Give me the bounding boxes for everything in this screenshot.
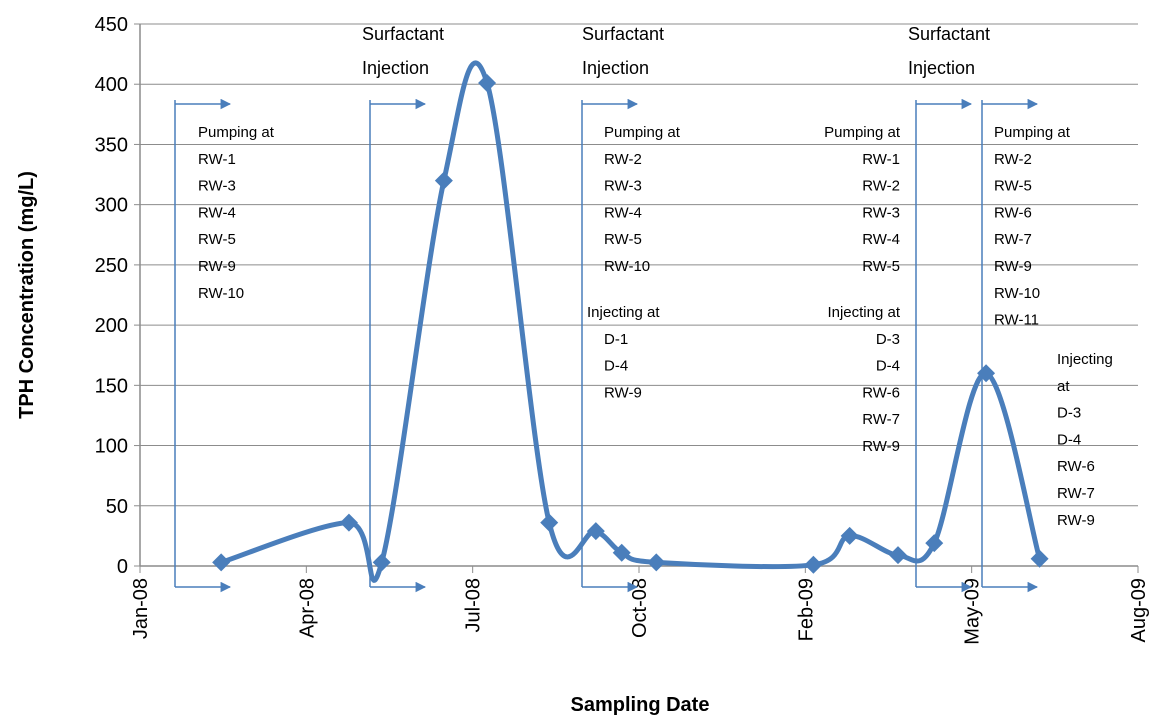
phase-text-line: RW-6: [994, 204, 1032, 221]
data-point: [434, 171, 453, 190]
phase-brackets: [174, 98, 1039, 593]
data-point: [586, 522, 605, 541]
phase-text-line: D-3: [1057, 405, 1081, 422]
x-axis-title: Sampling Date: [571, 694, 710, 716]
phase-text-line: RW-6: [1057, 458, 1095, 475]
y-tick-label: 450: [95, 14, 128, 36]
phase-text-line: RW-10: [604, 258, 650, 275]
data-point: [647, 553, 666, 572]
injection-label-line1: Surfactant: [582, 24, 664, 44]
phase-text-line: Pumping at: [994, 124, 1071, 141]
data-point: [612, 543, 631, 562]
x-tick-label: Oct-08: [629, 578, 651, 638]
y-tick-label: 350: [95, 134, 128, 156]
phase-text-line: RW-5: [198, 231, 236, 248]
x-tick-label: Jan-08: [130, 578, 152, 639]
x-tick-label: Jul-08: [463, 578, 485, 632]
phase-text-line: D-3: [876, 331, 900, 348]
phase-text-line: RW-4: [604, 204, 642, 221]
data-point: [212, 553, 231, 572]
phase-text-line: Injecting at: [587, 304, 660, 321]
phase-text-line: RW-5: [994, 178, 1032, 195]
axes: [139, 24, 1139, 573]
gridlines: [134, 23, 1138, 567]
data-point: [540, 513, 559, 532]
phase-text-line: D-4: [1057, 431, 1081, 448]
phase-text-line: RW-3: [604, 178, 642, 195]
phase-text-line: RW-4: [862, 231, 900, 248]
data-point: [339, 513, 358, 532]
phase-text-line: RW-2: [604, 151, 642, 168]
phase-text-line: Pumping at: [824, 124, 901, 141]
x-tick-label: Aug-09: [1128, 578, 1150, 643]
data-point: [478, 74, 497, 93]
phase-text-line: Pumping at: [604, 124, 681, 141]
phase-text-line: RW-1: [198, 151, 236, 168]
phase-text-line: RW-2: [862, 178, 900, 195]
data-point: [888, 546, 907, 565]
y-tick-label: 100: [95, 436, 128, 458]
injection-label-line2: Injection: [362, 58, 429, 78]
y-tick-label: 250: [95, 255, 128, 277]
data-point: [977, 364, 996, 383]
phase-text-line: RW-11: [994, 312, 1039, 329]
injection-label-line1: Surfactant: [908, 24, 990, 44]
data-point: [1030, 549, 1049, 568]
y-tick-label: 150: [95, 375, 128, 397]
data-point: [372, 553, 391, 572]
phase-text-line: RW-3: [198, 178, 236, 195]
y-axis-title: TPH Concentration (mg/L): [16, 171, 38, 419]
phase-text-line: RW-3: [862, 204, 900, 221]
phase-text-line: RW-2: [994, 151, 1032, 168]
phase-text-line: RW-7: [1057, 485, 1095, 502]
injection-label-line2: Injection: [582, 58, 649, 78]
phase-text-line: RW-7: [994, 231, 1032, 248]
injection-label-line2: Injection: [908, 58, 975, 78]
phase-text-line: RW-5: [604, 231, 642, 248]
x-tick-label: Feb-09: [795, 578, 817, 641]
phase-text-line: RW-10: [994, 285, 1040, 302]
phase-text-line: Pumping at: [198, 124, 275, 141]
injection-label-line1: Surfactant: [362, 24, 444, 44]
y-tick-labels: 0 50 100 150 200 250 300 350 400 450: [95, 14, 128, 578]
phase-text-line: RW-9: [994, 258, 1032, 275]
phase-text-line: RW-9: [862, 438, 900, 455]
phase-text-line: D-4: [604, 358, 628, 375]
phase-text-line: RW-9: [1057, 512, 1095, 529]
phase-text-line: D-4: [876, 358, 900, 375]
phase-text-line: RW-1: [862, 151, 900, 168]
y-tick-label: 300: [95, 195, 128, 217]
phase-text-line: RW-9: [604, 384, 642, 401]
data-point: [840, 526, 859, 545]
phase-text-line: at: [1057, 378, 1070, 395]
phase-text-line: D-1: [604, 331, 628, 348]
phase-text-line: RW-5: [862, 258, 900, 275]
x-tick-label: May-09: [962, 578, 984, 645]
y-tick-label: 50: [106, 496, 128, 518]
phase-text-line: RW-4: [198, 204, 236, 221]
y-tick-label: 0: [117, 556, 128, 578]
phase-text-line: Injecting: [1057, 351, 1113, 368]
y-tick-label: 400: [95, 74, 128, 96]
phase-text-line: RW-10: [198, 285, 244, 302]
series: [212, 60, 1049, 583]
y-tick-label: 200: [95, 315, 128, 337]
annotations: Surfactant Injection Surfactant Injection Su…: [198, 24, 1113, 529]
data-point: [925, 534, 944, 553]
phase-text-line: Injecting at: [827, 304, 900, 321]
phase-text-line: RW-7: [862, 411, 900, 428]
x-tick-label: Apr-08: [296, 578, 318, 638]
phase-text-line: RW-9: [198, 258, 236, 275]
data-point: [804, 555, 823, 574]
x-tick-labels: Jan-08 Apr-08 Jul-08 Oct-08 Feb-09 May-09 Aug-…: [130, 578, 1150, 645]
phase-text-line: RW-6: [862, 384, 900, 401]
